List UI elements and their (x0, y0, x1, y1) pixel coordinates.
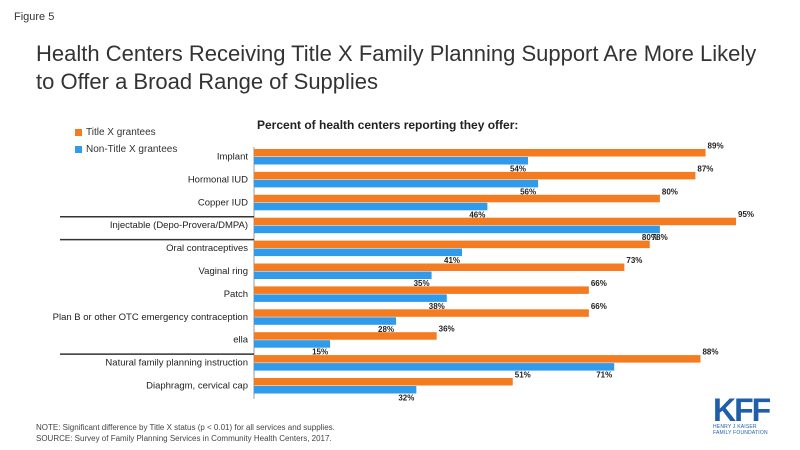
category-label: Hormonal IUD (188, 174, 248, 185)
bar-non-title-x (254, 363, 615, 371)
bar-title-x (254, 171, 696, 180)
bar-non-title-x (254, 202, 488, 211)
chart-title: Health Centers Receiving Title X Family … (36, 41, 757, 94)
data-label: 28% (378, 325, 394, 334)
note-text: NOTE: Significant difference by Title X … (36, 423, 335, 432)
bar-title-x (254, 309, 589, 317)
category-label: Patch (224, 289, 248, 300)
data-label: 46% (469, 210, 485, 219)
logo-line-1: HENRY J KAISER (713, 424, 757, 430)
category-label: Plan B or other OTC emergency contracept… (53, 312, 248, 323)
bar-non-title-x (254, 225, 660, 234)
bar-title-x (254, 240, 650, 249)
legend-item-non-title-x: Non-Title X grantees (75, 141, 177, 158)
category-label: Injectable (Depo-Provera/DMPA) (110, 220, 248, 231)
data-label: 54% (510, 165, 526, 174)
legend-label-non-title-x: Non-Title X grantees (86, 144, 178, 155)
data-label: 80% (662, 187, 678, 196)
bar-title-x (254, 217, 736, 226)
bar-non-title-x (254, 248, 463, 257)
bar-title-x (254, 355, 701, 363)
data-label: 56% (520, 187, 536, 196)
bar-title-x (254, 378, 513, 386)
source-text: SOURCE: Survey of Family Planning Servic… (36, 434, 332, 443)
bar-non-title-x (254, 294, 447, 302)
bar-chart: Implant 89% 54% Hormonal IUD 87% 56% Copper IU… (53, 142, 754, 403)
data-label: 36% (439, 325, 455, 334)
bar-non-title-x (254, 386, 417, 394)
data-label: 41% (444, 256, 460, 265)
data-label: 78% (652, 233, 668, 242)
legend-item-title-x: Title X grantees (75, 124, 177, 141)
bar-title-x (254, 194, 660, 203)
data-label: 80% (642, 233, 658, 242)
category-label: Copper IUD (198, 197, 248, 208)
data-label: 95% (738, 210, 754, 219)
category-label: Implant (217, 152, 249, 163)
category-label: ella (233, 335, 249, 346)
bar-non-title-x (254, 179, 539, 188)
kff-logo: KFF HENRY J KAISER FAMILY FOUNDATION (713, 392, 781, 436)
category-label: Vaginal ring (199, 266, 248, 277)
category-label: Natural family planning instruction (105, 358, 248, 369)
data-label: 38% (429, 302, 445, 311)
bar-title-x (254, 332, 437, 340)
category-label: Diaphragm, cervical cap (146, 381, 248, 392)
figure-label: Figure 5 (14, 11, 55, 23)
data-label: 32% (398, 394, 414, 403)
legend-swatch-non-title-x (75, 146, 82, 153)
data-label: 89% (708, 142, 724, 151)
notes: NOTE: Significant difference by Title X … (36, 422, 335, 444)
data-label: 88% (702, 348, 718, 357)
logo-line-2: FAMILY FOUNDATION (713, 430, 768, 436)
legend: Title X grantees Non-Title X grantees (75, 124, 177, 158)
data-label: 87% (697, 164, 713, 173)
bar-non-title-x (254, 340, 331, 348)
bar-non-title-x (254, 271, 432, 279)
logo-mark: KFF (713, 392, 771, 428)
chart-subtitle: Percent of health centers reporting they… (257, 118, 519, 132)
category-label: Oral contraceptives (166, 243, 248, 254)
data-label: 35% (414, 279, 430, 288)
bar-non-title-x (254, 317, 397, 325)
data-label: 66% (591, 302, 607, 311)
bar-title-x (254, 149, 706, 157)
data-label: 71% (596, 371, 612, 380)
data-label: 66% (591, 279, 607, 288)
bar-title-x (254, 263, 625, 271)
legend-label-title-x: Title X grantees (86, 127, 156, 138)
data-label: 15% (312, 348, 328, 357)
legend-swatch-title-x (75, 129, 82, 136)
data-label: 51% (515, 371, 531, 380)
data-label: 73% (626, 256, 642, 265)
bar-non-title-x (254, 157, 528, 165)
bar-title-x (254, 286, 589, 294)
